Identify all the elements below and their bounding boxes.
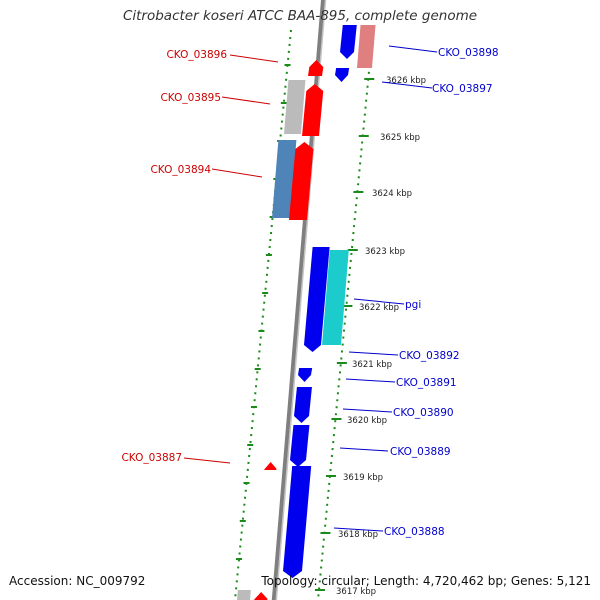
leader-line (221, 96, 271, 105)
leader-line (381, 81, 433, 89)
leader-line (348, 351, 399, 356)
kbp-tick-label: 3617 kbp (336, 587, 376, 597)
kbp-tick-label: 3626 kbp (386, 76, 426, 86)
right-dotted-line (317, 29, 374, 600)
gene-features (237, 25, 376, 600)
leader-line (211, 168, 263, 178)
leader-line (345, 378, 396, 383)
gene-CKO_03896-arrow (308, 60, 324, 76)
gene-label-CKO_03898: CKO_03898 (438, 47, 499, 59)
leader-line (333, 527, 384, 532)
gene-bottom-grey (237, 590, 251, 600)
gene-cyan-bar (322, 250, 349, 345)
gene-label-CKO_03888: CKO_03888 (384, 526, 445, 538)
map-title: Citrobacter koseri ATCC BAA-895, complet… (122, 8, 478, 24)
kbp-tick-label: 3619 kbp (343, 473, 383, 483)
leader-line (229, 54, 279, 63)
gene-grey-bar (284, 80, 306, 134)
gene-pgi-arrow (304, 247, 330, 352)
kbp-tick-label: 3624 kbp (372, 189, 412, 199)
gene-CKO_03888-arrow (283, 466, 312, 578)
gene-CKO_03891-arrow (298, 368, 313, 382)
kbp-tick-label: 3618 kbp (338, 530, 378, 540)
kbp-tick-label: 3621 kbp (352, 360, 392, 370)
gene-pink-bar (357, 25, 376, 68)
leader-line (342, 408, 393, 413)
gene-label-CKO_03895: CKO_03895 (160, 92, 221, 104)
kbp-tick-label: 3622 kbp (359, 303, 399, 313)
genome-summary-text: Topology: circular; Length: 4,720,462 bp… (261, 574, 591, 588)
gene-label-CKO_03892: CKO_03892 (399, 350, 460, 362)
leader-line (339, 447, 389, 452)
leader-line (183, 457, 231, 464)
label-leader-lines (183, 45, 438, 532)
left-dotted-line (234, 29, 292, 600)
leader-line (388, 45, 438, 53)
gene-label-CKO_03896: CKO_03896 (166, 49, 227, 61)
gene-label-CKO_03891: CKO_03891 (396, 377, 457, 389)
gene-label-CKO_03894: CKO_03894 (150, 164, 211, 176)
gene-CKO_03887-arrow (264, 462, 277, 470)
kbp-tick-label: 3620 kbp (347, 416, 387, 426)
gene-CKO_03897-arrow (335, 68, 350, 82)
gene-label-CKO_03890: CKO_03890 (393, 407, 454, 419)
gene-CKO_03889-arrow (290, 425, 310, 467)
gene-label-CKO_03889: CKO_03889 (390, 446, 451, 458)
kbp-tick-label: 3623 kbp (365, 247, 405, 257)
gene-CKO_03898-arrow (340, 25, 357, 59)
kbp-tick-marks: 3626 kbp 3625 kbp 3624 kbp 3623 kbp 3622 kbp… (314, 76, 426, 597)
gene-CKO_03894-arrow (289, 142, 314, 220)
gene-steelblue-bar (272, 140, 297, 218)
gene-CKO_03895-arrow (302, 84, 324, 136)
gene-label-CKO_03897: CKO_03897 (432, 83, 493, 95)
leader-line (353, 298, 405, 305)
kbp-tick-label: 3625 kbp (380, 133, 420, 143)
gene-bottom-red (254, 592, 268, 600)
accession-text: Accession: NC_009792 (9, 574, 146, 588)
gene-CKO_03890-arrow (294, 387, 312, 423)
gene-label-pgi: pgi (405, 299, 421, 311)
gene-label-CKO_03887: CKO_03887 (121, 452, 182, 464)
